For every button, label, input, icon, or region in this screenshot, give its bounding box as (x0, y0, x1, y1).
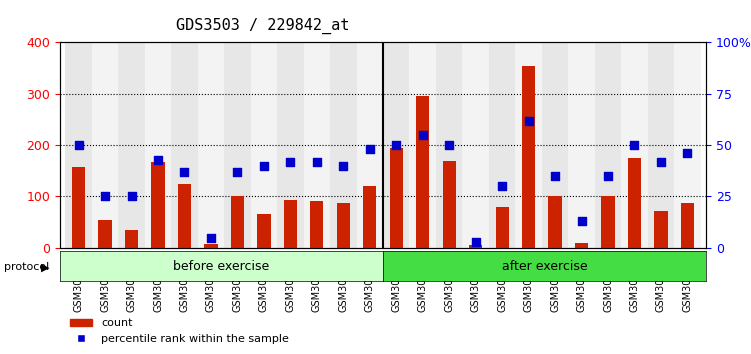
Point (681, 150, 693, 156)
Bar (251, 42, 277, 248)
Text: before exercise: before exercise (173, 260, 270, 273)
Bar (225, 42, 251, 248)
Point (258, 163, 270, 169)
Bar (436, 42, 463, 248)
Bar (681, 202, 694, 248)
Bar (489, 42, 515, 248)
Point (337, 163, 349, 169)
Bar (674, 42, 701, 248)
Bar (522, 65, 535, 248)
Bar (442, 161, 456, 248)
Bar (171, 42, 198, 248)
Point (125, 194, 137, 199)
Bar (463, 42, 489, 248)
Point (179, 169, 191, 175)
Point (152, 157, 164, 162)
Bar (284, 200, 297, 248)
Text: protocol: protocol (4, 262, 49, 272)
Text: ▶: ▶ (41, 262, 50, 272)
Point (73, 142, 85, 148)
Bar (92, 42, 119, 248)
Bar (231, 196, 244, 248)
Bar (277, 42, 303, 248)
Legend: count, percentile rank within the sample: count, percentile rank within the sample (65, 314, 294, 348)
Bar (548, 196, 562, 248)
Bar (330, 42, 357, 248)
Point (99, 194, 111, 199)
Bar (575, 243, 588, 248)
Bar (469, 245, 482, 248)
Bar (125, 230, 138, 248)
Bar (258, 215, 270, 248)
Bar (363, 186, 376, 248)
Bar (416, 96, 430, 248)
Point (311, 159, 323, 164)
Bar (409, 42, 436, 248)
Bar (303, 42, 330, 248)
Text: GDS3503 / 229842_at: GDS3503 / 229842_at (176, 18, 349, 34)
Bar (496, 207, 508, 248)
Point (231, 169, 243, 175)
Bar (383, 42, 409, 248)
Bar (310, 201, 324, 248)
Bar (98, 219, 112, 248)
Point (285, 159, 297, 164)
Bar (72, 167, 85, 248)
Bar (65, 42, 92, 248)
Point (629, 142, 641, 148)
Bar (336, 202, 350, 248)
Bar (204, 244, 218, 248)
Point (417, 132, 429, 138)
Bar (569, 42, 595, 248)
Point (602, 173, 614, 179)
Point (205, 235, 217, 240)
Point (391, 142, 403, 148)
Point (363, 147, 376, 152)
Bar (628, 158, 641, 248)
Bar (357, 42, 383, 248)
Bar (152, 161, 164, 248)
Point (523, 118, 535, 123)
Bar (654, 211, 668, 248)
Bar (178, 184, 191, 248)
Bar (621, 42, 647, 248)
Bar (647, 42, 674, 248)
Point (575, 218, 587, 224)
Bar (145, 42, 171, 248)
Bar (515, 42, 541, 248)
Bar (390, 148, 403, 248)
Point (469, 239, 481, 245)
Point (496, 183, 508, 189)
Bar (541, 42, 569, 248)
Bar (198, 42, 225, 248)
Bar (119, 42, 145, 248)
Text: after exercise: after exercise (502, 260, 587, 273)
Point (655, 159, 667, 164)
Point (443, 142, 455, 148)
Bar (602, 196, 614, 248)
Bar (595, 42, 621, 248)
Point (549, 173, 561, 179)
